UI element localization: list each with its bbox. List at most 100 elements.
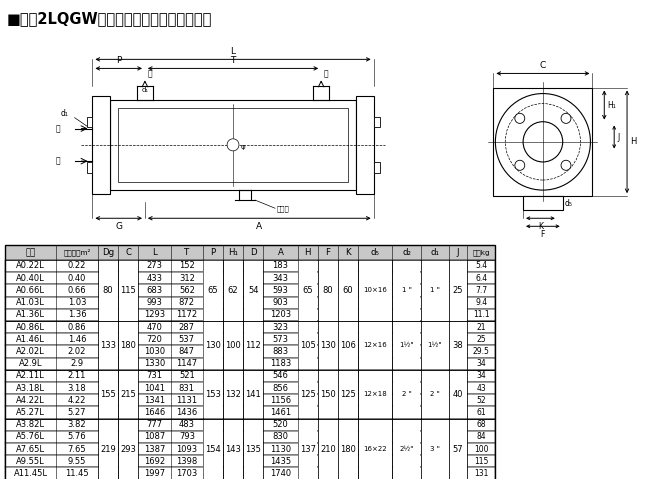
- Text: 731: 731: [147, 372, 163, 380]
- Text: J: J: [457, 248, 459, 257]
- Text: 470: 470: [147, 323, 163, 332]
- Text: 84: 84: [476, 432, 486, 442]
- Text: d₁: d₁: [141, 86, 149, 93]
- Text: 2½": 2½": [399, 446, 414, 452]
- Text: 5.76: 5.76: [68, 432, 86, 442]
- Text: 1997: 1997: [144, 469, 165, 478]
- Text: 1646: 1646: [144, 408, 165, 417]
- Text: 154: 154: [205, 444, 221, 454]
- Text: 1131: 1131: [176, 396, 198, 405]
- Text: J: J: [617, 132, 619, 142]
- Bar: [318, 260, 338, 321]
- Text: 546: 546: [273, 372, 289, 380]
- Text: 40: 40: [453, 390, 463, 399]
- Text: 141: 141: [245, 390, 261, 399]
- Text: D: D: [250, 248, 257, 257]
- Text: 153: 153: [205, 390, 221, 399]
- Text: A1.46L: A1.46L: [16, 335, 45, 344]
- Text: 1.36: 1.36: [68, 311, 86, 319]
- Text: 0.22: 0.22: [68, 262, 86, 271]
- Text: K: K: [345, 248, 351, 257]
- Bar: [493, 87, 592, 196]
- Bar: [98, 260, 118, 321]
- Text: 593: 593: [273, 286, 289, 295]
- Text: 105: 105: [300, 341, 316, 350]
- Text: 137: 137: [299, 444, 316, 454]
- Text: 831: 831: [179, 384, 195, 393]
- Text: 1130: 1130: [270, 444, 291, 454]
- Text: 312: 312: [179, 274, 195, 283]
- Bar: [86, 117, 92, 127]
- Text: 180: 180: [121, 341, 136, 350]
- Text: 7.65: 7.65: [68, 444, 86, 454]
- Text: d₅: d₅: [371, 248, 380, 257]
- Text: 38: 38: [453, 341, 464, 350]
- Text: 115: 115: [474, 457, 488, 466]
- Text: A7.65L: A7.65L: [16, 444, 45, 454]
- Text: 1030: 1030: [144, 347, 165, 356]
- Text: 135: 135: [245, 444, 261, 454]
- Bar: [523, 196, 563, 210]
- Bar: [5, 297, 495, 309]
- Text: 273: 273: [147, 262, 163, 271]
- Text: 1.46: 1.46: [68, 335, 86, 344]
- Text: ■九、2LQGW型冷却器尺寸示意图及尺寸表: ■九、2LQGW型冷却器尺寸示意图及尺寸表: [7, 11, 212, 26]
- Bar: [119, 260, 138, 321]
- Bar: [224, 260, 243, 321]
- Text: 293: 293: [121, 444, 136, 454]
- Text: 型号: 型号: [25, 248, 36, 257]
- Bar: [204, 260, 222, 321]
- Text: 131: 131: [474, 469, 488, 478]
- Text: 219: 219: [100, 444, 116, 454]
- Bar: [338, 370, 358, 418]
- Text: 61: 61: [476, 408, 486, 417]
- Text: 856: 856: [273, 384, 289, 393]
- Text: A4.22L: A4.22L: [16, 396, 45, 405]
- Text: 777: 777: [147, 420, 163, 429]
- Text: 25: 25: [476, 335, 486, 344]
- Text: 2.02: 2.02: [68, 347, 86, 356]
- Text: 180: 180: [340, 444, 356, 454]
- Text: 155: 155: [100, 390, 116, 399]
- Bar: [5, 272, 495, 284]
- Text: 1172: 1172: [176, 311, 198, 319]
- Text: 5.4: 5.4: [475, 262, 487, 271]
- Bar: [358, 321, 392, 370]
- Bar: [244, 419, 263, 479]
- Text: 215: 215: [121, 390, 136, 399]
- Text: 重量kg: 重量kg: [472, 249, 490, 256]
- Text: 0.40: 0.40: [68, 274, 86, 283]
- Text: 1183: 1183: [270, 359, 291, 368]
- Bar: [393, 260, 420, 321]
- Bar: [119, 321, 138, 370]
- Bar: [98, 370, 118, 418]
- Text: Dg: Dg: [102, 248, 115, 257]
- Text: 132: 132: [225, 390, 241, 399]
- Text: 537: 537: [179, 335, 195, 344]
- Bar: [119, 370, 138, 418]
- Bar: [374, 162, 379, 172]
- Text: A1.03L: A1.03L: [16, 298, 45, 307]
- Text: 52: 52: [476, 396, 486, 405]
- Bar: [92, 96, 111, 194]
- Bar: [5, 245, 495, 480]
- Bar: [98, 321, 118, 370]
- Text: 65: 65: [302, 286, 313, 295]
- Bar: [118, 108, 348, 182]
- Text: 34: 34: [476, 372, 486, 380]
- Text: 4.22: 4.22: [68, 396, 86, 405]
- Text: A3.82L: A3.82L: [16, 420, 45, 429]
- Text: 323: 323: [273, 323, 289, 332]
- Text: L: L: [230, 48, 236, 56]
- Bar: [5, 284, 495, 297]
- Text: A0.40L: A0.40L: [16, 274, 45, 283]
- Bar: [5, 455, 495, 468]
- Text: F: F: [541, 230, 545, 240]
- Text: G: G: [115, 222, 122, 231]
- Circle shape: [561, 113, 571, 123]
- Bar: [5, 443, 495, 455]
- Bar: [393, 321, 420, 370]
- Circle shape: [505, 104, 580, 180]
- Text: 9.55: 9.55: [68, 457, 86, 466]
- Text: 152: 152: [179, 262, 195, 271]
